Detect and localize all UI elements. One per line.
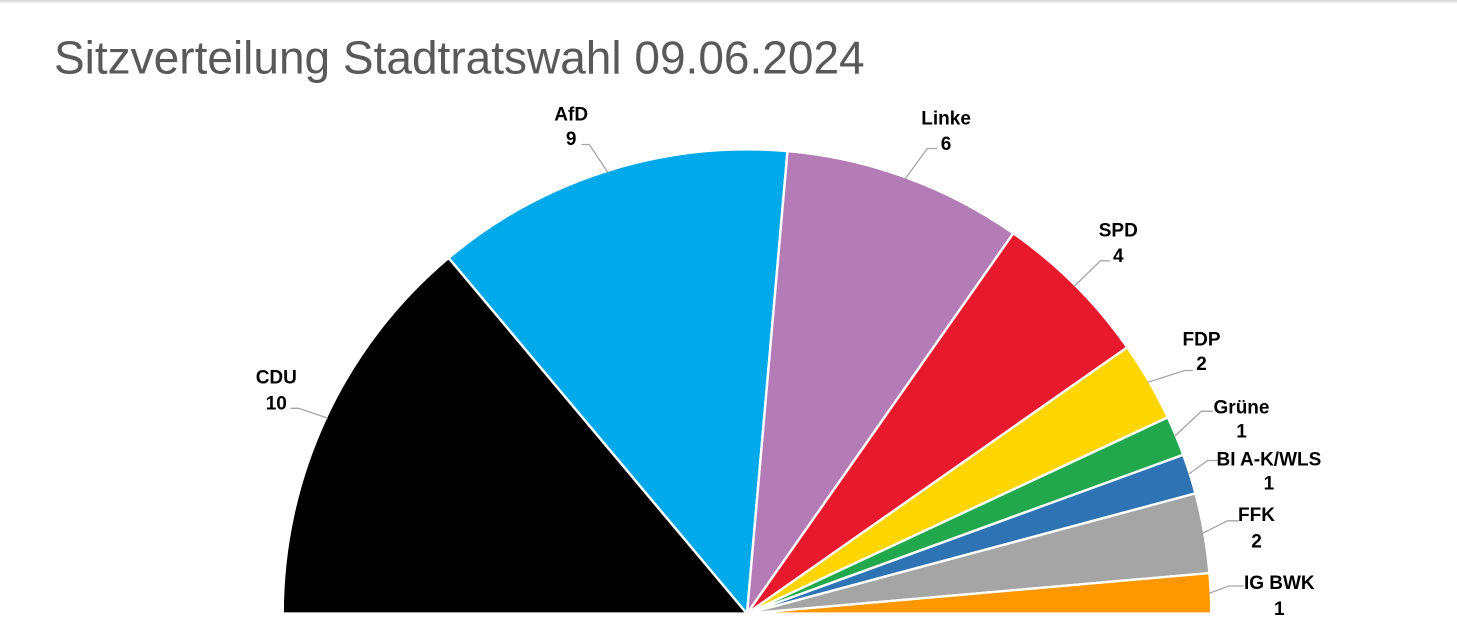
- svg-text:Sitzverteilung Stadtratswahl 0: Sitzverteilung Stadtratswahl 09.06.2024: [54, 31, 865, 83]
- svg-text:6: 6: [941, 134, 952, 155]
- svg-text:1: 1: [1264, 474, 1275, 495]
- svg-text:Linke: Linke: [921, 109, 971, 130]
- svg-text:IG BWK: IG BWK: [1244, 573, 1315, 594]
- svg-text:9: 9: [566, 129, 577, 150]
- svg-text:2: 2: [1196, 354, 1207, 375]
- svg-text:CDU: CDU: [256, 368, 297, 389]
- svg-text:Grüne: Grüne: [1214, 398, 1270, 419]
- svg-text:1: 1: [1236, 422, 1247, 443]
- svg-text:4: 4: [1113, 246, 1124, 267]
- svg-text:AfD: AfD: [554, 104, 588, 125]
- svg-text:FDP: FDP: [1183, 330, 1221, 351]
- svg-text:1: 1: [1274, 599, 1285, 620]
- svg-text:FFK: FFK: [1238, 505, 1275, 526]
- svg-text:BI A-K/WLS: BI A-K/WLS: [1216, 450, 1321, 471]
- svg-text:2: 2: [1251, 532, 1262, 553]
- svg-text:10: 10: [266, 393, 287, 414]
- svg-text:SPD: SPD: [1099, 221, 1138, 242]
